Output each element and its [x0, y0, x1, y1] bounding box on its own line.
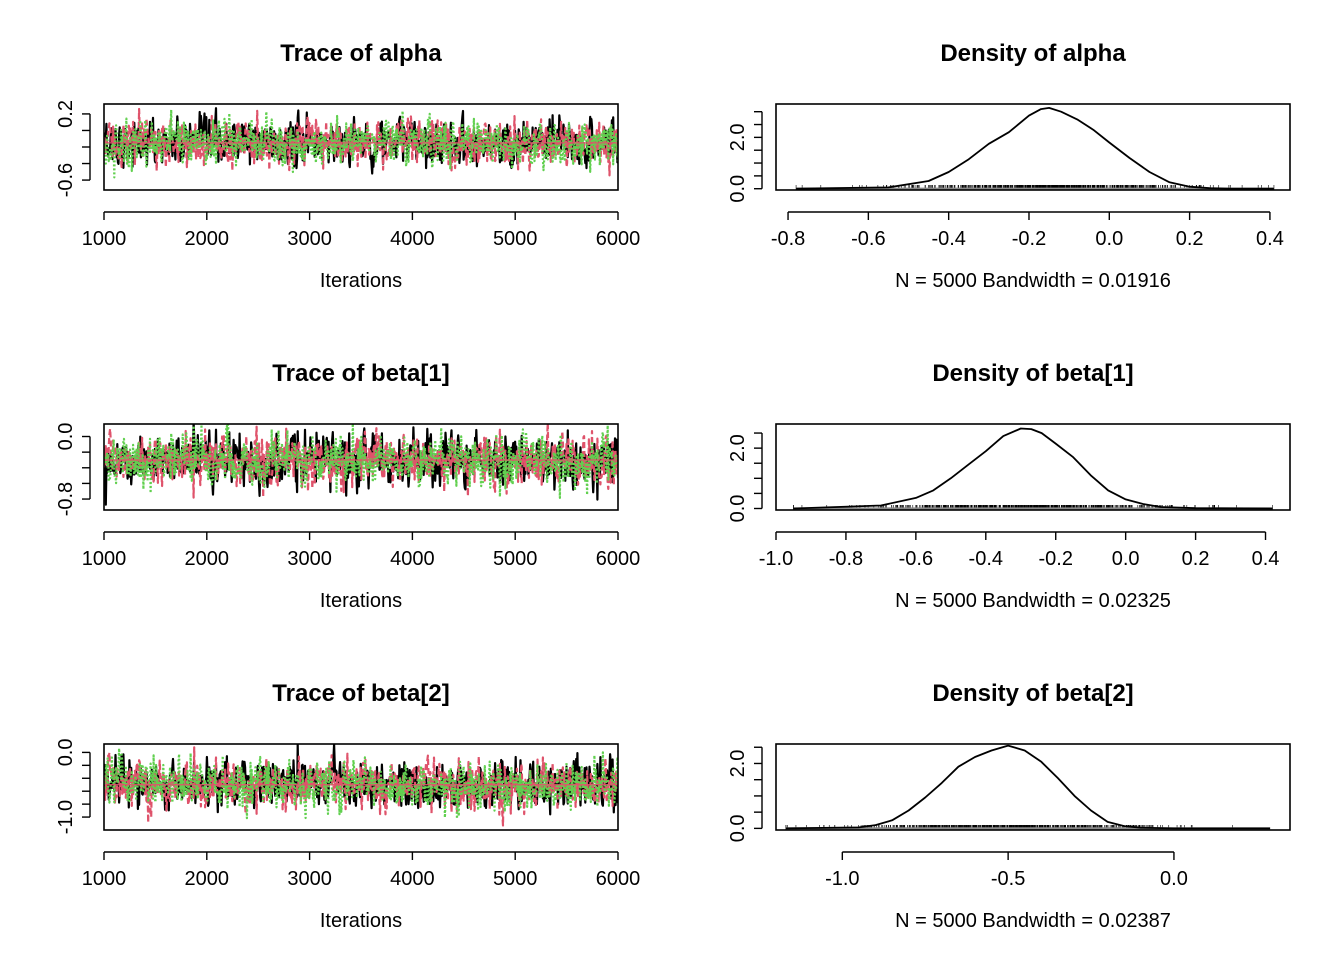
x-axis-label: Iterations [320, 270, 402, 292]
x-axis-label: N = 5000 Bandwidth = 0.01916 [895, 270, 1171, 292]
x-tick-label: 0.2 [1176, 228, 1204, 250]
x-tick-label: -0.4 [969, 548, 1003, 570]
plot-frame [103, 423, 619, 511]
y-tick-label: 0.2 [55, 100, 77, 128]
x-tick-label: -0.6 [851, 228, 885, 250]
chart-title: Density of alpha [940, 40, 1126, 67]
chart-title: Trace of beta[1] [272, 360, 449, 387]
trace-plot-beta2: Trace of beta[2] Iterations 1000 2000 3000 40… [55, 680, 640, 932]
x-tick-label: 2000 [185, 548, 230, 570]
x-tick-label: 1000 [82, 548, 127, 570]
x-axis-label: N = 5000 Bandwidth = 0.02387 [895, 910, 1171, 932]
density-curve [796, 107, 1274, 190]
plot-frame [103, 103, 619, 191]
x-tick-label: -0.4 [931, 228, 965, 250]
y-axis: -0.8 0.0 [55, 423, 91, 516]
x-tick-label: 0.4 [1252, 548, 1280, 570]
trace-plot-beta1: Trace of beta[1] Iterations 1000 2000 3000 40… [55, 360, 640, 612]
plot-content [785, 744, 1271, 830]
plot-content [104, 424, 618, 506]
y-tick-label: -0.6 [55, 163, 77, 197]
x-axis: -0.8 -0.6 -0.4 -0.2 0.0 0.2 0.4 [771, 211, 1284, 250]
x-tick-label: 0.0 [1112, 548, 1140, 570]
x-tick-label: 1000 [82, 228, 127, 250]
x-tick-label: 5000 [493, 548, 538, 570]
chart-title: Trace of beta[2] [272, 680, 449, 707]
y-tick-label: 0.0 [55, 423, 77, 451]
y-tick-label: -1.0 [55, 800, 77, 834]
x-axis: 1000 2000 3000 4000 5000 6000 [82, 211, 641, 250]
x-tick-label: 4000 [390, 548, 435, 570]
plot-content [795, 107, 1275, 190]
plot-frame [775, 423, 1291, 511]
x-tick-label: -0.8 [771, 228, 805, 250]
chart-title: Density of beta[2] [932, 680, 1133, 707]
x-tick-label: 0.0 [1095, 228, 1123, 250]
density-curve [785, 744, 1271, 830]
x-tick-label: 3000 [287, 228, 332, 250]
trace-line-chain-3 [104, 108, 618, 179]
trace-line-chain-2 [104, 424, 618, 499]
chart-title: Density of beta[1] [932, 360, 1133, 387]
x-tick-label: 6000 [596, 228, 641, 250]
x-tick-label: -0.5 [991, 868, 1025, 890]
x-tick-label: 2000 [185, 228, 230, 250]
plot-frame [775, 103, 1291, 191]
x-tick-label: 4000 [390, 868, 435, 890]
x-tick-label: 3000 [287, 548, 332, 570]
y-axis: -0.6 0.2 [55, 100, 91, 197]
x-tick-label: 1000 [82, 868, 127, 890]
plot-content [104, 744, 618, 827]
y-axis: 0.0 2.0 [727, 746, 763, 842]
y-tick-label: 0.0 [727, 495, 749, 523]
plot-content [793, 427, 1273, 510]
x-tick-label: -1.0 [825, 868, 859, 890]
density-plot-beta2: Density of beta[2] N = 5000 Bandwidth = 0… [727, 680, 1291, 932]
x-axis: 1000 2000 3000 4000 5000 6000 [82, 531, 641, 570]
x-tick-label: -0.6 [899, 548, 933, 570]
y-axis: 0.0 2.0 [727, 111, 763, 203]
x-axis: -1.0 -0.5 0.0 [825, 851, 1188, 890]
x-tick-label: -0.2 [1012, 228, 1046, 250]
x-tick-label: -0.2 [1038, 548, 1072, 570]
x-tick-label: -0.8 [829, 548, 863, 570]
x-axis-label: Iterations [320, 910, 402, 932]
x-axis-label: N = 5000 Bandwidth = 0.02325 [895, 590, 1171, 612]
x-axis: -1.0 -0.8 -0.6 -0.4 -0.2 0.0 0.2 0.4 [759, 531, 1280, 570]
density-plot-beta1: Density of beta[1] N = 5000 Bandwidth = 0… [727, 360, 1291, 612]
x-tick-label: 3000 [287, 868, 332, 890]
plot-frame [103, 743, 619, 831]
y-tick-label: 0.0 [55, 738, 77, 766]
x-tick-label: 2000 [185, 868, 230, 890]
y-tick-label: 0.0 [727, 814, 749, 842]
y-tick-label: 2.0 [727, 123, 749, 151]
y-axis: 0.0 2.0 [727, 432, 763, 523]
y-tick-label: -0.8 [55, 482, 77, 516]
x-tick-label: 6000 [596, 548, 641, 570]
x-axis: 1000 2000 3000 4000 5000 6000 [82, 851, 641, 890]
density-curve [793, 427, 1273, 510]
x-tick-label: 0.4 [1256, 228, 1284, 250]
plot-frame [775, 743, 1291, 831]
y-axis: -1.0 0.0 [55, 738, 91, 834]
x-tick-label: 6000 [596, 868, 641, 890]
y-tick-label: 2.0 [727, 434, 749, 462]
y-tick-label: 0.0 [727, 175, 749, 203]
x-tick-label: 4000 [390, 228, 435, 250]
plot-content [104, 107, 618, 179]
x-tick-label: -1.0 [759, 548, 793, 570]
y-tick-label: 2.0 [727, 750, 749, 778]
x-tick-label: 0.0 [1160, 868, 1188, 890]
trace-line-chain-3 [104, 747, 618, 820]
density-plot-alpha: Density of alpha N = 5000 Bandwidth = 0.0… [727, 40, 1291, 292]
x-tick-label: 5000 [493, 228, 538, 250]
x-axis-label: Iterations [320, 590, 402, 612]
x-tick-label: 5000 [493, 868, 538, 890]
x-tick-label: 0.2 [1182, 548, 1210, 570]
chart-title: Trace of alpha [280, 40, 442, 67]
trace-plot-alpha: Trace of alpha Iterations 1000 2000 3000 4000… [55, 40, 640, 292]
